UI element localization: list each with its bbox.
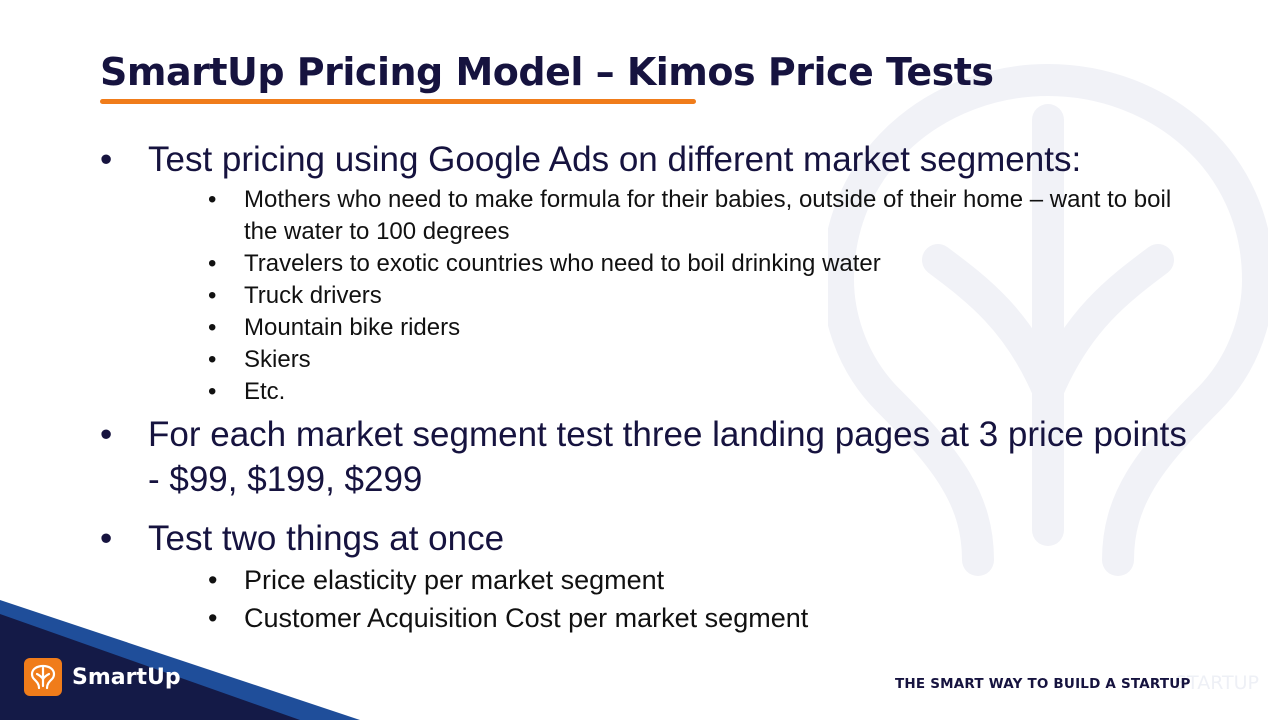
brand-logo: SmartUp [24,658,181,696]
bullet-item: Test two things at once Price elasticity… [100,516,1190,637]
tree-logo-icon [24,658,62,696]
bullet-text: Test two things at once [148,519,505,558]
brand-name: SmartUp [72,664,181,690]
slide-title: SmartUp Pricing Model – Kimos Price Test… [100,50,994,94]
bullet-item: Test pricing using Google Ads on differe… [100,137,1190,408]
tagline: THE SMART WAY TO BUILD A STARTUP [895,676,1191,692]
bullet-text: Test pricing using Google Ads on differe… [148,140,1082,179]
sub-bullet-item: Customer Acquisition Cost per market seg… [148,599,1190,637]
sub-bullet-item: Etc. [148,376,1190,408]
sub-bullet-item: Skiers [148,344,1190,376]
sub-bullet-item: Travelers to exotic countries who need t… [148,248,1190,280]
corner-decoration [0,600,360,720]
bullet-list: Test pricing using Google Ads on differe… [100,137,1190,637]
sub-bullet-item: Mountain bike riders [148,312,1190,344]
sub-bullet-list: Mothers who need to make formula for the… [148,184,1190,408]
bullet-text: For each market segment test three landi… [148,415,1187,499]
slide-content: Test pricing using Google Ads on differe… [100,137,1190,637]
bullet-item: For each market segment test three landi… [100,412,1190,502]
sub-bullet-item: Truck drivers [148,280,1190,312]
title-underline [100,99,696,104]
sub-bullet-item: Price elasticity per market segment [148,561,1190,599]
sub-bullet-list: Price elasticity per market segment Cust… [148,561,1190,637]
tagline-echo: STARTUP [1175,672,1259,694]
sub-bullet-item: Mothers who need to make formula for the… [148,184,1190,248]
